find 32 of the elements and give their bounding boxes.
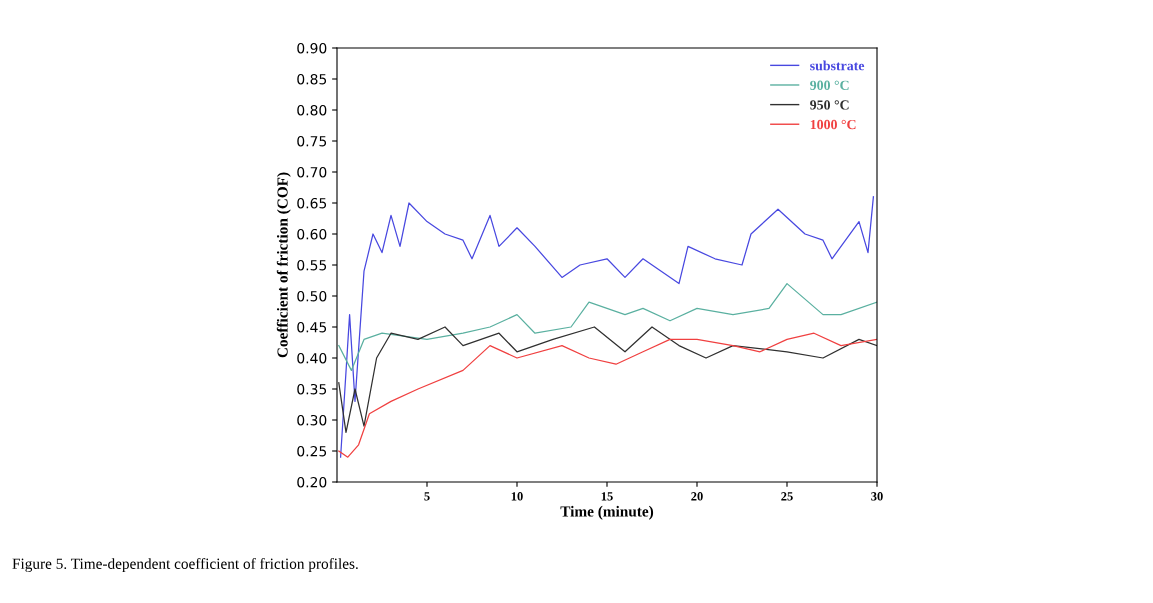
y-tick-label: 0.90	[297, 42, 327, 54]
y-tick-label: 0.40	[297, 352, 327, 364]
y-tick-label: 0.25	[297, 445, 327, 457]
x-tick-label: 15	[601, 492, 613, 501]
y-tick-label: 0.50	[297, 290, 327, 302]
y-tick-label: 0.35	[297, 383, 327, 395]
y-axis-title: Coefficient of friction (COF)	[276, 172, 291, 358]
y-tick-label: 0.75	[297, 135, 327, 147]
line-series	[338, 326, 877, 434]
legend-label: 950 °C	[810, 100, 849, 110]
x-tick-label: 5	[424, 492, 430, 501]
x-tick-label: 20	[691, 492, 703, 501]
legend-label: 900 °C	[810, 80, 849, 90]
x-tick-label: 10	[511, 492, 523, 501]
x-tick-label: 25	[781, 492, 793, 501]
y-tick-label: 0.60	[297, 228, 327, 240]
line-series	[339, 196, 875, 458]
caption: Figure 5. Time-dependent coefficient of friction profiles.	[12, 557, 358, 573]
line-series	[338, 332, 877, 458]
y-tick-label: 0.85	[297, 73, 327, 85]
line-series	[338, 282, 877, 372]
legend-label: substrate	[810, 60, 865, 71]
y-tick-label: 0.45	[297, 321, 327, 333]
y-tick-label: 0.80	[297, 104, 327, 116]
y-tick-label: 0.20	[297, 476, 327, 488]
y-tick-label: 0.30	[297, 414, 327, 426]
legend-label: 1000 °C	[810, 119, 856, 130]
x-axis-title: Time (minute)	[560, 505, 654, 520]
y-tick-label: 0.55	[297, 259, 327, 271]
y-tick-label: 0.65	[297, 197, 327, 209]
x-tick-label: 30	[871, 492, 883, 501]
y-tick-label: 0.70	[297, 166, 327, 178]
